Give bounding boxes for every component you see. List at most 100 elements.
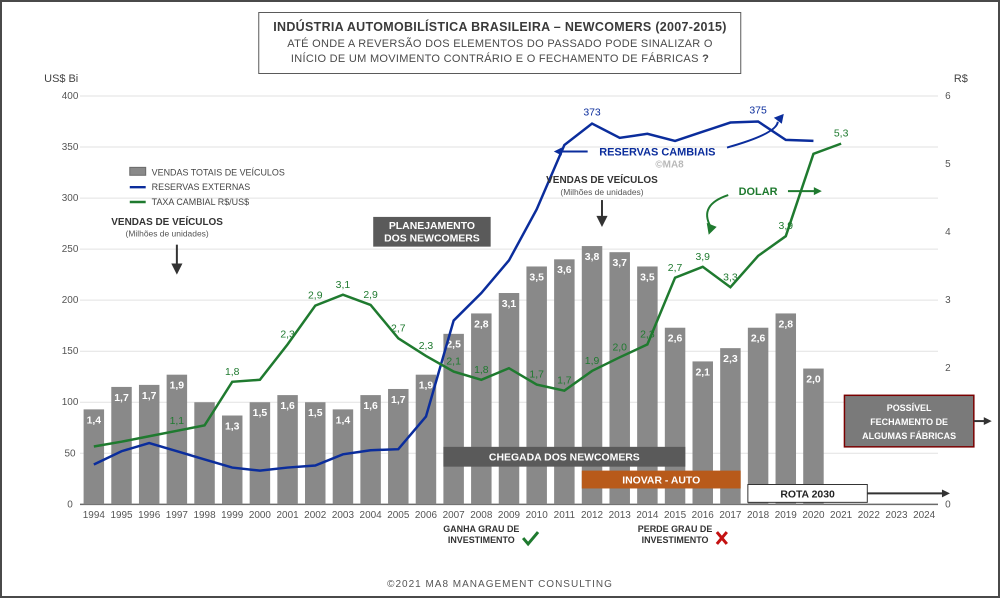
x-tick-label: 2015 — [664, 510, 687, 521]
title-line-3: INÍCIO DE UM MOVIMENTO CONTRÁRIO E O FEC… — [273, 52, 726, 67]
bar-label: 2,6 — [668, 334, 683, 345]
fx-point-label: 3,1 — [336, 280, 351, 291]
ganha-label: GANHA GRAU DE — [443, 524, 519, 534]
x-tick-label: 2018 — [747, 510, 770, 521]
arrow-green-left — [707, 195, 728, 227]
x-tick-label: 2021 — [830, 510, 853, 521]
reservas-label: RESERVAS CAMBIAIS — [599, 146, 715, 158]
arrow-down-1-head — [173, 264, 181, 272]
bar-label: 1,9 — [170, 381, 185, 392]
x-tick-label: 2022 — [858, 510, 881, 521]
right-tick-label: 4 — [945, 227, 951, 238]
reserves-point-label: 375 — [749, 106, 767, 117]
bar-label: 2,8 — [474, 319, 489, 330]
x-tick-label: 2007 — [443, 510, 466, 521]
left-tick-label: 100 — [62, 397, 79, 408]
fx-point-label: 5,3 — [834, 129, 849, 140]
bar-label: 1,5 — [253, 408, 268, 419]
left-tick-label: 400 — [62, 91, 79, 102]
box-planejamento-text: DOS NEWCOMERS — [384, 234, 480, 245]
x-tick-label: 2000 — [249, 510, 272, 521]
bar — [637, 266, 657, 504]
left-tick-label: 250 — [62, 244, 79, 255]
chart-svg: 0501001502002503003504000123456US$ BiR$1… — [80, 96, 938, 540]
title-main: INDÚSTRIA AUTOMOBILÍSTICA BRASILEIRA — [273, 20, 550, 34]
legend-green-label: TAXA CAMBIAL R$/US$ — [152, 197, 249, 207]
bar-label: 3,1 — [502, 299, 517, 310]
arrow-green-left-head — [707, 223, 717, 235]
x-tick-label: 2013 — [609, 510, 632, 521]
legend-bar-label: VENDAS TOTAIS DE VEÍCULOS — [152, 167, 285, 177]
x-tick-label: 2008 — [470, 510, 493, 521]
box-closing-text: FECHAMENTO DE — [870, 417, 948, 427]
x-tick-label: 1997 — [166, 510, 189, 521]
arrow-blue-right — [727, 122, 778, 148]
x-tick-label: 2002 — [304, 510, 327, 521]
closing-arrow-head — [984, 417, 992, 425]
x-tick-label: 1994 — [83, 510, 106, 521]
title-line-2: ATÉ ONDE A REVERSÃO DOS ELEMENTOS DO PAS… — [273, 37, 726, 52]
plot-area: 0501001502002503003504000123456US$ BiR$1… — [80, 96, 938, 540]
fx-point-label: 2,3 — [640, 329, 655, 340]
fx-point-label: 2,3 — [280, 329, 295, 340]
arrow-down-2-head — [598, 217, 606, 225]
box-closing-text: POSSÍVEL — [887, 403, 932, 413]
fx-point-label: 2,7 — [668, 263, 683, 274]
fx-point-label: 3,3 — [723, 272, 738, 283]
box-planejamento-text: PLANEJAMENTO — [389, 221, 475, 232]
x-tick-label: 2010 — [526, 510, 549, 521]
left-tick-label: 50 — [65, 448, 77, 459]
right-tick-label: 2 — [945, 363, 951, 374]
bar — [803, 369, 823, 505]
x-tick-label: 2012 — [581, 510, 604, 521]
left-tick-label: 150 — [62, 346, 79, 357]
bar-label: 2,6 — [751, 334, 766, 345]
chart-title-box: INDÚSTRIA AUTOMOBILÍSTICA BRASILEIRA – N… — [258, 12, 741, 74]
chart-frame: INDÚSTRIA AUTOMOBILÍSTICA BRASILEIRA – N… — [0, 0, 1000, 598]
bar-label: 1,7 — [114, 393, 129, 404]
left-tick-label: 300 — [62, 193, 79, 204]
right-tick-label: 0 — [945, 499, 951, 510]
left-tick-label: 0 — [67, 499, 73, 510]
x-tick-label: 2005 — [387, 510, 410, 521]
x-tick-label: 2024 — [913, 510, 936, 521]
legend-swatch-bar — [130, 167, 146, 175]
bar-label: 1,5 — [308, 408, 323, 419]
x-icon — [717, 532, 727, 544]
left-axis-title: US$ Bi — [44, 73, 78, 85]
box-rota-text: ROTA 2030 — [780, 489, 835, 500]
title-line-1: INDÚSTRIA AUTOMOBILÍSTICA BRASILEIRA – N… — [273, 19, 726, 37]
fx-point-label: 2,7 — [391, 323, 406, 334]
fx-point-label: 1,8 — [474, 365, 489, 376]
right-tick-label: 6 — [945, 91, 951, 102]
watermark-text: ©MA8 — [655, 159, 684, 170]
bar-label: 1,9 — [419, 381, 434, 392]
bar — [499, 293, 519, 504]
x-tick-label: 2020 — [802, 510, 825, 521]
bar-label: 1,7 — [142, 391, 157, 402]
x-tick-label: 1995 — [110, 510, 133, 521]
perde-label: PERDE GRAU DE — [638, 524, 713, 534]
fx-point-label: 1,7 — [557, 376, 572, 387]
bar — [194, 402, 214, 504]
bar — [776, 313, 796, 504]
fx-point-label: 1,1 — [170, 416, 185, 427]
fx-point-label: 1,9 — [585, 356, 600, 367]
bar-label: 1,4 — [87, 415, 102, 426]
bar-label: 1,6 — [280, 401, 295, 412]
bar — [471, 313, 491, 504]
arrow-blue-left-head — [554, 148, 562, 156]
fx-point-label: 2,1 — [446, 357, 461, 368]
x-tick-label: 1999 — [221, 510, 244, 521]
bar-label: 1,4 — [336, 415, 351, 426]
copyright-text: ©2021 MA8 MANAGEMENT CONSULTING — [2, 579, 998, 590]
fx-point-label: 2,0 — [612, 342, 627, 353]
vendas-left-sub: (Milhões de unidades) — [126, 229, 209, 239]
bar-label: 2,0 — [806, 374, 821, 385]
bar-label: 3,6 — [557, 265, 572, 276]
bar-label: 2,3 — [723, 354, 738, 365]
bar-label: 1,6 — [363, 401, 378, 412]
bar-label: 2,8 — [779, 319, 794, 330]
fx-point-label: 3,9 — [695, 252, 710, 263]
x-tick-label: 1996 — [138, 510, 161, 521]
